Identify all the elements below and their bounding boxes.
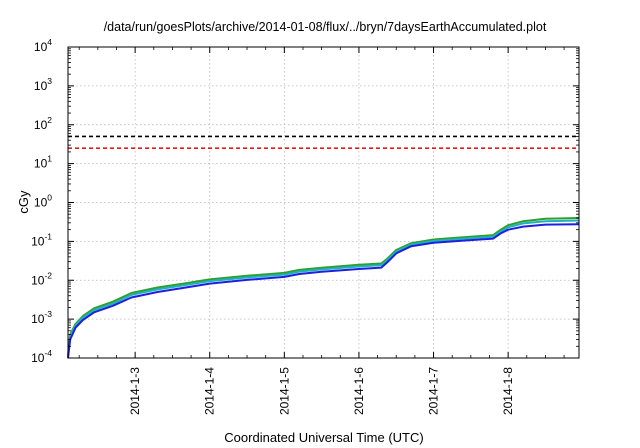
series-lines (67, 217, 580, 359)
y-tick-label-exponent: 1 (47, 154, 52, 164)
y-tick-label: 100 (34, 193, 52, 210)
y-tick-label-base: 10 (34, 79, 48, 93)
y-tick-label: 10-3 (31, 309, 52, 326)
y-tick-label-base: 10 (31, 351, 45, 365)
x-tick-label: 2014-1-3 (128, 367, 142, 415)
y-axis-label: cGy (16, 190, 31, 214)
y-tick-label-base: 10 (34, 40, 48, 54)
y-tick-label-base: 10 (34, 196, 48, 210)
threshold-lines (68, 135, 579, 149)
y-tick-label: 10-2 (31, 270, 52, 287)
y-tick-label-base: 10 (34, 157, 48, 171)
y-tick-label-base: 10 (31, 273, 45, 287)
y-tick-label: 101 (34, 154, 52, 171)
y-tick-label-base: 10 (31, 312, 45, 326)
x-tick-label: 2014-1-6 (352, 367, 366, 415)
x-axis-label: Coordinated Universal Time (UTC) (224, 430, 423, 445)
x-tick-label: 2014-1-4 (203, 367, 217, 415)
grid (68, 47, 579, 358)
y-tick-label-exponent: -1 (44, 231, 52, 241)
y-tick-label-base: 10 (31, 234, 45, 248)
x-axis: 2014-1-3 2014-1-4 2014-1-5 2014-1-6 2014-1-7… (78, 47, 565, 415)
chart-title: /data/run/goesPlots/archive/2014-01-08/f… (104, 20, 547, 34)
y-tick-label-exponent: -3 (44, 309, 52, 319)
x-tick-label: 2014-1-8 (501, 367, 515, 415)
series-line (67, 223, 580, 359)
y-tick-label: 10-4 (31, 348, 52, 365)
y-tick-label-base: 10 (34, 118, 48, 132)
y-tick-label-exponent: 2 (47, 115, 52, 125)
y-tick-label: 102 (34, 115, 52, 132)
x-tick-label: 2014-1-5 (277, 367, 291, 415)
y-tick-label-exponent: -2 (44, 270, 52, 280)
y-tick-label-exponent: 4 (47, 37, 52, 47)
y-tick-label: 104 (34, 37, 52, 54)
y-tick-label-exponent: 0 (47, 193, 52, 203)
x-tick-label: 2014-1-7 (427, 367, 441, 415)
y-tick-label-exponent: 3 (47, 76, 52, 86)
y-tick-label-exponent: -4 (44, 348, 52, 358)
y-tick-label: 10-1 (31, 231, 52, 248)
series-line (67, 219, 580, 357)
y-tick-label: 103 (34, 76, 52, 93)
series-line (67, 217, 580, 356)
